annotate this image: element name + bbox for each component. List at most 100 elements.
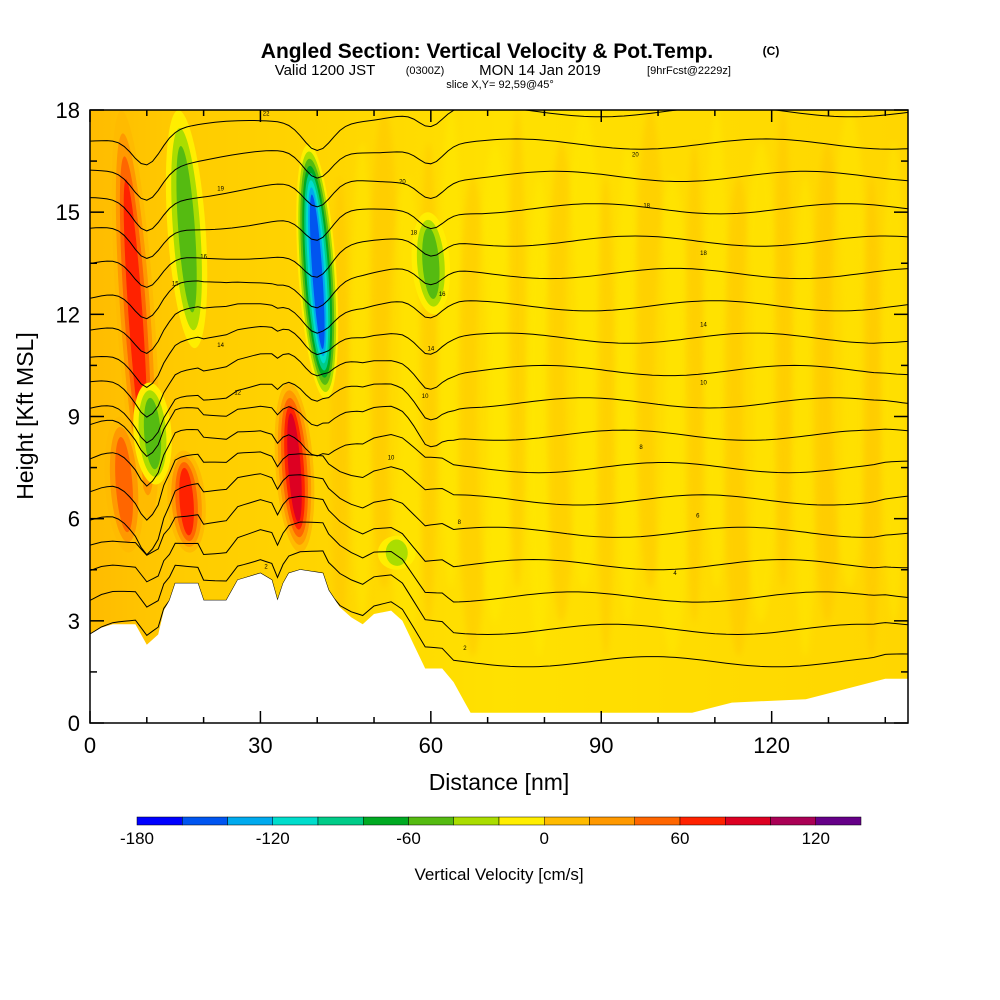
colorbar-tick-labels: -180 -120 -60 0 60 120 xyxy=(120,829,830,848)
velocity-feature xyxy=(167,450,206,553)
colorbar-swatch xyxy=(408,816,454,826)
isentrope-label: 18 xyxy=(700,251,707,257)
isentrope-label: 6 xyxy=(696,513,700,519)
isentrope-label: 8 xyxy=(639,445,643,451)
velocity-streak xyxy=(862,176,881,657)
isentrope-line xyxy=(90,550,908,636)
y-tick-label: 6 xyxy=(68,507,80,532)
isentrope-line xyxy=(90,451,908,521)
colorbar-tick-label: -60 xyxy=(396,829,421,848)
x-tick-label: 120 xyxy=(753,733,790,758)
colorbar-swatch xyxy=(272,816,319,826)
isentrope-label: 14 xyxy=(700,323,707,329)
velocity-streak xyxy=(350,142,375,623)
colorbar-swatch xyxy=(182,816,228,826)
isentrope-line xyxy=(90,325,908,389)
valid-time-prefix: Valid 1200 JST xyxy=(275,62,376,79)
isentrope-label: 2 xyxy=(463,646,467,652)
isentrope-line xyxy=(90,405,908,458)
isentrope-label: 20 xyxy=(399,180,406,186)
isentrope-line xyxy=(90,473,908,556)
y-tick-label: 9 xyxy=(68,405,80,430)
isentrope-label: 10 xyxy=(422,394,429,400)
colorbar-swatch xyxy=(725,816,771,826)
isentrope-label: 22 xyxy=(263,111,270,117)
isentrope-label: 2 xyxy=(264,564,268,570)
colorbar-swatch xyxy=(679,816,726,826)
colorbar-swatch xyxy=(363,816,409,826)
velocity-features xyxy=(104,110,451,570)
isentrope-label: 4 xyxy=(673,571,677,577)
velocity-feature xyxy=(274,382,315,553)
isentrope-line xyxy=(90,495,908,571)
colorbar-swatch xyxy=(770,816,816,826)
isentrope-line xyxy=(90,170,908,232)
isentrope-label: 10 xyxy=(388,455,395,461)
isentrope-label: 15 xyxy=(172,282,179,288)
isentrope-label: 8 xyxy=(458,520,462,526)
velocity-streak xyxy=(477,142,514,623)
isentrope-label: 18 xyxy=(410,231,417,237)
velocity-feature xyxy=(165,110,208,349)
velocity-streak xyxy=(508,110,527,589)
colorbar-tick-label: 0 xyxy=(540,829,549,848)
velocity-contour xyxy=(309,194,325,349)
velocity-contour xyxy=(123,179,148,450)
y-axis: 0 3 6 9 12 15 18 xyxy=(56,98,908,736)
velocity-streak xyxy=(596,176,615,657)
chart-title: Angled Section: Vertical Velocity & Pot.… xyxy=(261,40,713,63)
velocity-streak xyxy=(704,110,729,589)
velocity-feature xyxy=(104,416,144,553)
isentrope-line xyxy=(90,521,908,603)
velocity-streak xyxy=(438,110,463,589)
slice-info: slice X,Y= 92,59@45° xyxy=(446,79,554,91)
colorbar-tick-label: 60 xyxy=(671,829,690,848)
valid-date: MON 14 Jan 2019 xyxy=(479,62,601,79)
colorbar-swatch xyxy=(589,816,635,826)
velocity-streak xyxy=(742,142,779,623)
x-tick-label: 30 xyxy=(248,733,272,758)
colorbar-swatch xyxy=(815,816,862,826)
isentrope-line xyxy=(90,300,908,354)
velocity-streak xyxy=(527,176,552,657)
velocity-streak xyxy=(685,142,704,623)
valid-time-utc: (0300Z) xyxy=(406,65,445,77)
velocity-streak xyxy=(565,110,602,589)
isentrope-label: 18 xyxy=(643,203,650,209)
velocity-contour xyxy=(176,145,197,313)
isentrope-label: 19 xyxy=(217,186,224,192)
colorbar-tick-label: 120 xyxy=(802,829,830,848)
isentrope-label: 14 xyxy=(427,346,434,352)
isentrope-line xyxy=(90,267,908,320)
y-tick-label: 12 xyxy=(56,302,80,327)
velocity-streak xyxy=(831,110,868,589)
colorbar-swatch xyxy=(498,816,545,826)
velocity-feature xyxy=(411,212,451,315)
velocity-contour xyxy=(422,227,440,299)
y-tick-label: 0 xyxy=(68,711,80,736)
colorbar-swatch xyxy=(227,816,273,826)
isentrope-label: 12 xyxy=(234,391,241,397)
colorbar xyxy=(136,816,862,826)
velocity-streak xyxy=(793,176,818,657)
isentrope-line xyxy=(90,138,908,201)
terrain xyxy=(90,569,908,723)
colorbar-swatch xyxy=(317,816,364,826)
velocity-streak xyxy=(654,176,691,657)
colorbar-title: Vertical Velocity [cm/s] xyxy=(414,865,583,884)
forecast-info: [9hrFcst@2229z] xyxy=(647,65,731,77)
isentrope-line xyxy=(90,203,908,259)
y-axis-title: Height [Kft MSL] xyxy=(12,332,38,499)
velocity-contour xyxy=(115,437,134,533)
isentrope-line xyxy=(90,110,908,166)
x-tick-label: 60 xyxy=(419,733,443,758)
isentrope-line xyxy=(90,428,908,487)
y-tick-label: 18 xyxy=(56,98,80,123)
isentrope-line xyxy=(90,381,908,444)
isentrope-line xyxy=(90,353,908,418)
colorbar-tick-label: -180 xyxy=(120,829,154,848)
chart-title-unit: (C) xyxy=(763,44,780,58)
